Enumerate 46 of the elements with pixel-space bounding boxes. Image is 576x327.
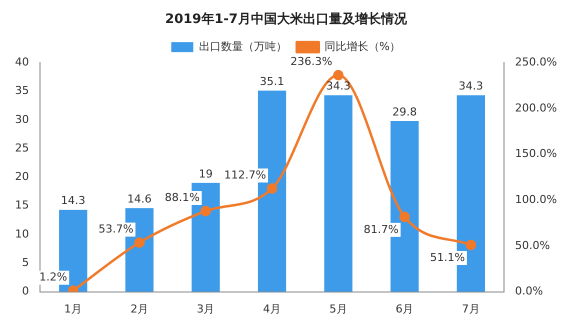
data-label: 14.6 bbox=[127, 192, 152, 206]
legend-label: 出口数量（万吨） bbox=[198, 40, 287, 53]
data-label: 236.3% bbox=[290, 55, 332, 68]
point bbox=[266, 183, 278, 194]
x-tick-label: 2月 bbox=[130, 302, 148, 316]
data-label: 19 bbox=[198, 167, 213, 180]
y-tick-label: 35 bbox=[14, 84, 29, 98]
y-tick-label: 40 bbox=[14, 55, 29, 68]
data-label: 14.3 bbox=[60, 194, 86, 208]
y-tick-label: 15 bbox=[14, 198, 29, 212]
data-label: 53.7% bbox=[98, 222, 134, 236]
y2-tick-label: 100.0% bbox=[515, 192, 558, 206]
data-label: 29.8 bbox=[392, 105, 417, 118]
data-label: 51.1% bbox=[430, 250, 465, 264]
legend-label: 同比增长（%） bbox=[324, 40, 401, 53]
y-tick-label: 5 bbox=[22, 256, 29, 270]
y-tick-label: 25 bbox=[14, 141, 29, 154]
x-tick-label: 6月 bbox=[396, 302, 414, 316]
data-label: 1.2% bbox=[39, 270, 68, 284]
data-label: 34.3 bbox=[326, 80, 351, 93]
y2-tick-label: 200.0% bbox=[515, 101, 558, 114]
y2-tick-label: 50.0% bbox=[515, 238, 550, 252]
point bbox=[200, 206, 211, 216]
point bbox=[399, 212, 410, 222]
point bbox=[466, 240, 476, 250]
x-tick-label: 7月 bbox=[462, 302, 480, 316]
x-tick-label: 5月 bbox=[329, 302, 348, 316]
chart-title: 2019年1-7月中国大米出口量及增长情况 bbox=[165, 12, 408, 28]
point bbox=[333, 70, 344, 80]
data-label: 34.3 bbox=[458, 80, 484, 93]
y2-tick-label: 0.0% bbox=[515, 284, 544, 298]
x-tick-label: 4月 bbox=[263, 302, 282, 316]
y2-tick-label: 250.0% bbox=[515, 55, 558, 68]
bar bbox=[324, 95, 352, 292]
data-label: 112.7% bbox=[224, 168, 266, 182]
data-label: 81.7% bbox=[364, 222, 399, 236]
x-tick-label: 3月 bbox=[196, 302, 215, 316]
point bbox=[134, 237, 145, 248]
y-tick-label: 10 bbox=[14, 227, 29, 240]
y-tick-label: 0 bbox=[22, 284, 29, 298]
data-label: 88.1% bbox=[164, 190, 200, 204]
y2-tick-label: 150.0% bbox=[515, 147, 558, 160]
x-tick-label: 1月 bbox=[64, 302, 82, 316]
y-tick-label: 20 bbox=[14, 170, 29, 184]
data-label: 35.1 bbox=[260, 75, 284, 88]
y-tick-label: 30 bbox=[14, 112, 29, 126]
